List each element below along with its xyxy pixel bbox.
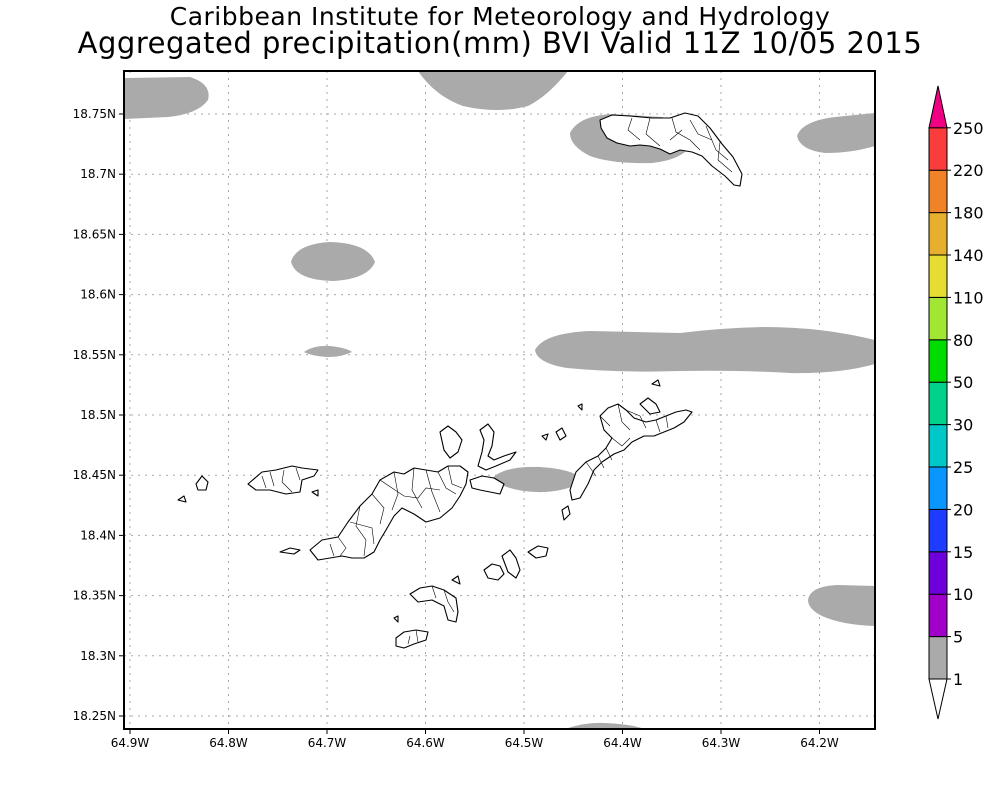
island-tortola-east — [469, 475, 505, 495]
precipitation-areas — [124, 71, 875, 729]
island-guana — [477, 423, 517, 471]
lat-tick-label: 18.25N — [73, 709, 116, 723]
map-subtitle: Aggregated precipitation(mm) BVI Valid 1… — [77, 26, 923, 60]
lat-tick-label: 18.5N — [80, 408, 116, 422]
lat-tick-label: 18.75N — [73, 107, 116, 121]
island-small — [577, 403, 583, 411]
legend-level-label: 80 — [953, 331, 973, 350]
precip-area — [565, 722, 645, 729]
lat-tick-label: 18.3N — [80, 649, 116, 663]
island-norman — [395, 629, 429, 649]
island-small — [311, 489, 319, 497]
island-small — [541, 433, 549, 441]
lat-tick-label: 18.45N — [73, 468, 116, 482]
precip-area — [304, 345, 352, 357]
lat-tick-label: 18.55N — [73, 348, 116, 362]
legend-swatch — [928, 296, 948, 341]
legend-swatch — [928, 254, 948, 298]
legend-level-label: 25 — [953, 458, 973, 477]
legend-under-arrow — [928, 678, 948, 720]
island-st-john — [309, 465, 469, 561]
island-small — [177, 495, 187, 503]
lon-tick-label: 64.7W — [308, 736, 347, 750]
lon-tick-label: 64.8W — [209, 736, 248, 750]
precip-area — [535, 327, 875, 374]
precip-area — [418, 71, 568, 110]
legend-level-label: 20 — [953, 500, 973, 519]
legend-level-label: 5 — [953, 628, 963, 647]
island-jost-van-dyke — [439, 425, 463, 459]
legend-level-label: 140 — [953, 246, 984, 265]
legend-swatch — [928, 381, 948, 426]
island-small — [393, 615, 399, 623]
legend-level-label: 10 — [953, 585, 973, 604]
lat-tick-label: 18.35N — [73, 589, 116, 603]
legend-level-label: 110 — [953, 288, 984, 307]
legend-swatch — [928, 169, 948, 214]
legend-swatch — [928, 593, 948, 638]
legend-swatch — [928, 127, 948, 171]
legend-swatch — [928, 339, 948, 383]
legend-swatch — [928, 636, 948, 680]
island-st-thomas — [247, 465, 319, 495]
island-salt — [483, 563, 505, 581]
island-peter — [409, 585, 459, 623]
precip-area — [808, 585, 875, 626]
legend-level-label: 15 — [953, 543, 973, 562]
precip-area — [291, 242, 375, 281]
legend-swatch — [928, 424, 948, 468]
island-ginger — [527, 545, 549, 559]
legend-swatch — [928, 508, 948, 553]
legend-swatch — [928, 212, 948, 256]
map-gridlines — [124, 71, 875, 729]
longitude-axis: 64.9W 64.8W 64.7W 64.6W 64.5W 64.4W 64.3W 64.2W — [111, 729, 839, 750]
island-small — [451, 575, 461, 585]
lon-tick-label: 64.2W — [800, 736, 839, 750]
legend-level-label: 250 — [953, 119, 984, 138]
legend-over-arrow — [928, 85, 948, 129]
lat-tick-label: 18.6N — [80, 288, 116, 302]
island-small — [195, 475, 209, 491]
lat-tick-label: 18.4N — [80, 528, 116, 542]
lat-tick-label: 18.65N — [73, 227, 116, 241]
island-st-croix — [599, 112, 743, 187]
lon-tick-label: 64.6W — [406, 736, 445, 750]
lat-tick-label: 18.7N — [80, 167, 116, 181]
legend-level-label: 50 — [953, 373, 973, 392]
legend-swatch — [928, 466, 948, 510]
island-outlines — [177, 112, 743, 649]
legend-level-label: 180 — [953, 204, 984, 223]
district-boundaries — [261, 117, 733, 645]
lon-tick-label: 64.4W — [603, 736, 642, 750]
latitude-axis: 18.75N 18.7N 18.65N 18.6N 18.55N 18.5N 18.45N 1… — [73, 107, 124, 723]
legend-level-label: 30 — [953, 416, 973, 435]
island-small — [555, 427, 567, 441]
legend-swatch — [928, 551, 948, 595]
lon-tick-label: 64.3W — [702, 736, 741, 750]
island-virgin-gorda — [569, 403, 693, 501]
island-small — [639, 397, 661, 415]
precip-area — [492, 466, 583, 493]
island-small — [279, 547, 301, 555]
map-frame — [123, 70, 876, 730]
map-title: Caribbean Institute for Meteorology and … — [169, 2, 831, 31]
island-cooper — [501, 549, 521, 579]
legend-level-label: 1 — [953, 670, 963, 689]
legend-level-label: 220 — [953, 161, 984, 180]
precip-area — [797, 113, 875, 153]
lon-tick-label: 64.9W — [111, 736, 150, 750]
island-small — [651, 379, 661, 387]
lon-tick-label: 64.5W — [505, 736, 544, 750]
precip-area — [124, 77, 209, 119]
island-small — [561, 505, 571, 521]
